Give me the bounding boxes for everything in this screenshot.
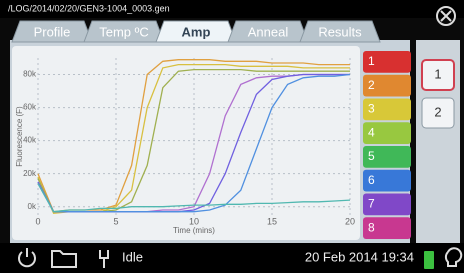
tab-label: Results	[318, 24, 362, 39]
y-tick-label: 60k	[23, 103, 37, 112]
y-axis-label: Fluorescence (F)	[15, 106, 24, 167]
x-tick-label: 15	[267, 216, 277, 226]
y-tick-label: 20k	[23, 169, 37, 178]
page-label: 1	[434, 66, 441, 81]
x-axis-label: Time (mins)	[173, 226, 215, 235]
channel-label: 5	[368, 149, 375, 163]
channel-label: 2	[368, 78, 375, 92]
file-path: /LOG/2014/02/20/GEN3-1004_0003.gen	[8, 3, 170, 13]
tab-label: Profile	[34, 24, 71, 39]
battery-icon	[424, 251, 434, 269]
channel-label: 1	[368, 54, 375, 68]
x-tick-label: 5	[113, 216, 118, 226]
status-state: Idle	[122, 249, 143, 264]
channel-label: 6	[368, 173, 375, 187]
x-tick-label: 20	[345, 216, 355, 226]
channel-label: 7	[368, 197, 375, 211]
page-label: 2	[434, 104, 441, 119]
x-tick-label: 0	[35, 216, 40, 226]
tab-label: Temp ºC	[99, 24, 149, 39]
y-tick-label: 40k	[23, 136, 37, 145]
status-datetime: 20 Feb 2014 19:34	[305, 249, 414, 264]
x-tick-label: 10	[189, 216, 199, 226]
channel-label: 4	[368, 125, 375, 139]
tab-label: Amp	[182, 24, 211, 39]
channel-label: 3	[368, 102, 375, 116]
y-tick-label: 80k	[23, 70, 37, 79]
channel-label: 8	[368, 220, 375, 234]
tab-label: Anneal	[248, 24, 289, 39]
y-tick-label: 0k	[28, 202, 37, 211]
device-screen: /LOG/2014/02/20/GEN3-1004_0003.gen Idle …	[0, 0, 464, 273]
